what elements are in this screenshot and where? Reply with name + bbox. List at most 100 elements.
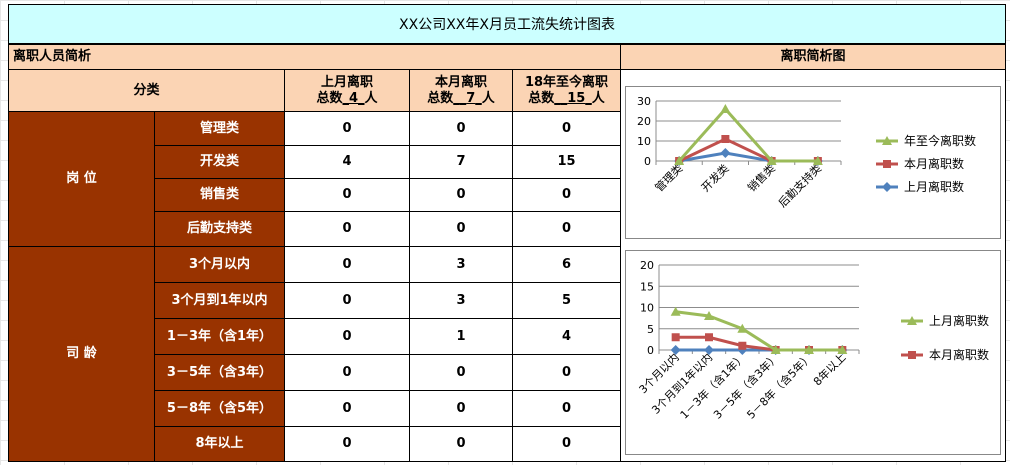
legend-label: 上月离职数 [929, 313, 989, 328]
data-point [704, 345, 714, 355]
row-label[interactable]: 管理类 [154, 111, 285, 146]
cell-value[interactable]: 0 [284, 246, 410, 283]
data-point [766, 156, 777, 165]
y-tick-label: 10 [640, 302, 654, 315]
cell-value[interactable]: 4 [512, 318, 621, 355]
y-tick-label: 20 [637, 115, 651, 128]
row-label[interactable]: 销售类 [154, 178, 285, 212]
x-category-label: 3个月到1年以内 [649, 350, 715, 416]
legend-marker [882, 182, 892, 192]
cell-value[interactable]: 0 [409, 211, 513, 247]
data-point [812, 156, 823, 165]
chart-panel-position[interactable]: 0 10 20 30 管理类 开发类 销售类 后勤支持类 年至今离职数 本月离职数 上月离职数 [625, 86, 1001, 239]
row-label[interactable]: 5－8年（含5年） [154, 390, 285, 427]
cell-value[interactable]: 0 [284, 390, 410, 427]
left-section-header[interactable]: 离职人员简析 [8, 44, 621, 70]
cell-value[interactable]: 0 [409, 111, 513, 146]
data-point [671, 333, 680, 342]
row-label[interactable]: 后勤支持类 [154, 211, 285, 247]
col-header-ytd[interactable]: 18年至今离职 总数__15_人 [512, 69, 621, 112]
row-label[interactable]: 3个月以内 [154, 246, 285, 283]
y-tick-label: 5 [647, 323, 654, 336]
cell-value[interactable]: 0 [512, 111, 621, 146]
cell-value[interactable]: 7 [409, 145, 513, 179]
col-header-line1: 上月离职 [320, 74, 373, 90]
legend-label: 本月离职数 [904, 156, 964, 171]
col-header-last-month[interactable]: 上月离职 总数_4_人 [284, 69, 410, 112]
right-section-header[interactable]: 离职简析图 [620, 44, 1006, 70]
group-position[interactable]: 岗 位 [8, 111, 155, 247]
data-point [737, 323, 748, 333]
legend-marker [882, 136, 892, 145]
y-tick-label: 10 [637, 135, 651, 148]
report-title[interactable]: XX公司XX年X月员工流失统计图表 [8, 4, 1006, 44]
cell-value[interactable]: 0 [512, 390, 621, 427]
series-line [678, 106, 818, 163]
y-tick-label: 0 [647, 344, 654, 357]
cell-value[interactable]: 0 [284, 111, 410, 146]
y-tick-label: 0 [644, 155, 651, 168]
cell-value[interactable]: 0 [284, 211, 410, 247]
chart-tenure-svg: 051015203个月以内3个月到1年以内1－3年（含1年）3－5年（含3年）5… [636, 259, 989, 422]
data-point [738, 341, 747, 350]
cell-value[interactable]: 15 [512, 145, 621, 179]
cell-value[interactable]: 3 [409, 246, 513, 283]
data-point [720, 104, 731, 113]
category-header[interactable]: 分类 [8, 69, 285, 112]
row-label[interactable]: 3－5年（含3年） [154, 354, 285, 391]
cell-value[interactable]: 0 [409, 354, 513, 391]
cell-value[interactable]: 0 [284, 178, 410, 212]
data-point [705, 333, 713, 342]
cell-value[interactable]: 0 [512, 354, 621, 391]
row-label[interactable]: 3个月到1年以内 [154, 282, 285, 319]
cell-value[interactable]: 6 [512, 246, 621, 283]
data-point [704, 311, 714, 320]
cell-value[interactable]: 0 [284, 426, 410, 462]
cell-value[interactable]: 0 [512, 178, 621, 212]
cell-value[interactable]: 0 [284, 318, 410, 355]
cell-value[interactable]: 1 [409, 318, 513, 355]
data-point [837, 345, 848, 354]
cell-value[interactable]: 0 [284, 354, 410, 391]
chart-panel-tenure[interactable]: 0 5 10 15 20 3个月以内 3个月到1年以内 1－3年（含1年） 3－5年（含3年） 5… [625, 250, 1001, 455]
data-point [720, 148, 731, 158]
col-header-line2: 总数_4_人 [316, 90, 378, 106]
x-category-label: 管理类 [652, 161, 685, 194]
series-line [675, 310, 843, 352]
col-header-line2: 总数__15_人 [528, 90, 605, 106]
cell-value[interactable]: 0 [409, 178, 513, 212]
col-header-this-month[interactable]: 本月离职 总数__7_人 [409, 69, 513, 112]
cell-value[interactable]: 0 [284, 282, 410, 319]
cell-value[interactable]: 0 [512, 211, 621, 247]
x-category-label: 销售类 [745, 161, 778, 194]
legend-marker [883, 160, 891, 168]
col-header-line1: 本月离职 [434, 74, 487, 90]
legend-label: 年至今离职数 [904, 133, 976, 148]
col-header-line1: 18年至今离职 [524, 74, 609, 90]
cell-value[interactable]: 4 [284, 145, 410, 179]
cell-value[interactable]: 0 [512, 426, 621, 462]
cell-value[interactable]: 0 [409, 390, 513, 427]
data-point [670, 345, 681, 355]
x-category-label: 开发类 [698, 161, 731, 194]
y-tick-label: 20 [640, 259, 654, 272]
legend-marker [908, 351, 916, 359]
x-category-label: 8年以上 [810, 350, 848, 388]
cell-value[interactable]: 5 [512, 282, 621, 319]
col-header-line2: 总数__7_人 [427, 90, 495, 106]
cell-value[interactable]: 3 [409, 282, 513, 319]
data-point [721, 135, 730, 143]
group-tenure[interactable]: 司 龄 [8, 246, 155, 462]
data-point [670, 306, 681, 316]
row-label[interactable]: 8年以上 [154, 426, 285, 462]
y-tick-label: 30 [637, 95, 651, 108]
data-point [804, 345, 814, 354]
row-label[interactable]: 1－3年（含1年） [154, 318, 285, 355]
cell-value[interactable]: 0 [409, 426, 513, 462]
legend-marker [907, 316, 917, 325]
row-label[interactable]: 开发类 [154, 145, 285, 179]
data-point [770, 345, 781, 354]
y-tick-label: 15 [640, 280, 654, 293]
